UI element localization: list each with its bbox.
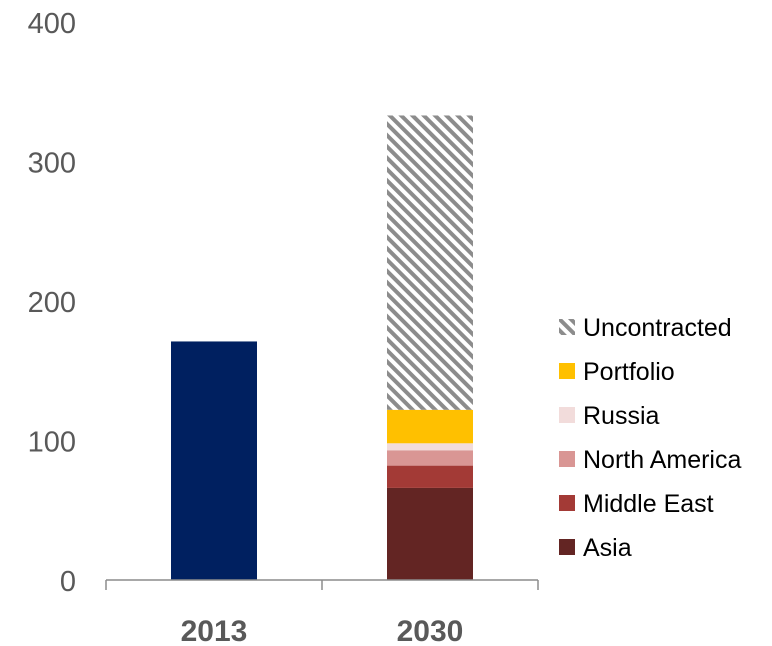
legend-swatch [559,539,575,555]
legend-label: Russia [583,402,660,430]
bar-segment-uncontracted [387,115,473,410]
bar-segment-asia [387,487,473,580]
y-tick-label: 400 [28,8,76,40]
legend-swatch [559,363,575,379]
bar-segment-north-america [387,450,473,466]
y-tick-label: 100 [28,427,76,459]
legend-swatch [559,319,575,335]
legend-label: North America [583,446,741,474]
legend-label: Asia [583,534,632,562]
legend-swatch [559,451,575,467]
legend-label: Portfolio [583,358,675,386]
bar-2013 [171,341,257,580]
legend-label: Middle East [583,490,714,518]
y-tick-label: 300 [28,148,76,180]
bars [171,115,473,580]
x-axis [105,579,539,590]
bar-segment-portfolio [387,409,473,444]
x-tick-label: 2013 [181,615,248,646]
x-axis-ticks: 2013 2030 [181,615,464,646]
y-axis-ticks: 0 100 200 300 400 [28,8,76,598]
x-tick-label: 2030 [397,615,464,646]
legend: Uncontracted Portfolio Russia North America… [559,314,741,562]
legend-swatch [559,495,575,511]
y-tick-label: 200 [28,287,76,319]
legend-swatch [559,407,575,423]
legend-label: Uncontracted [583,314,732,342]
y-tick-label: 0 [60,566,76,598]
bar-segment-middle-east [387,465,473,488]
bar-segment-russia [387,443,473,451]
